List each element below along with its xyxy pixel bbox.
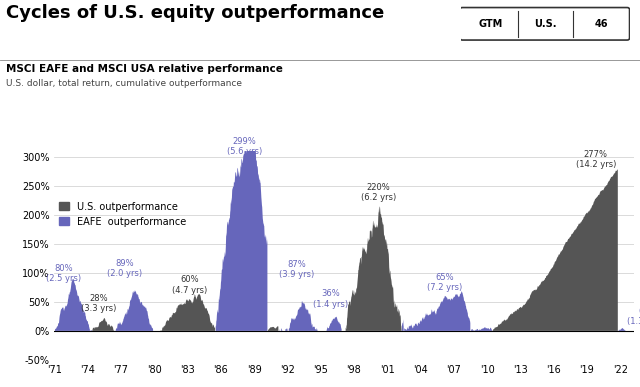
Text: GTM: GTM: [478, 19, 502, 29]
Text: 220%
(6.2 yrs): 220% (6.2 yrs): [361, 183, 396, 202]
Text: 87%
(3.9 yrs): 87% (3.9 yrs): [278, 260, 314, 279]
Text: 46: 46: [595, 19, 608, 29]
Text: 65%
(7.2 yrs): 65% (7.2 yrs): [428, 272, 463, 292]
Text: 80%
(2.5 yrs): 80% (2.5 yrs): [45, 264, 81, 283]
Text: 36%
(1.4 yrs): 36% (1.4 yrs): [313, 289, 348, 309]
Text: U.S.: U.S.: [534, 19, 557, 29]
Text: 89%
(2.0 yrs): 89% (2.0 yrs): [107, 259, 142, 278]
Text: Cycles of U.S. equity outperformance: Cycles of U.S. equity outperformance: [6, 4, 385, 22]
Text: 28%
(3.3 yrs): 28% (3.3 yrs): [81, 294, 116, 313]
Text: 6%
(1.3 yrs): 6% (1.3 yrs): [627, 307, 640, 326]
Legend: U.S. outperformance, EAFE  outperformance: U.S. outperformance, EAFE outperformance: [60, 202, 186, 227]
Text: 299%
(5.6 yrs): 299% (5.6 yrs): [227, 137, 262, 156]
Text: U.S. dollar, total return, cumulative outperformance: U.S. dollar, total return, cumulative ou…: [6, 79, 243, 88]
Text: 277%
(14.2 yrs): 277% (14.2 yrs): [576, 149, 616, 169]
Text: MSCI EAFE and MSCI USA relative performance: MSCI EAFE and MSCI USA relative performa…: [6, 64, 284, 74]
FancyBboxPatch shape: [460, 8, 630, 40]
Text: 60%
(4.7 yrs): 60% (4.7 yrs): [172, 276, 207, 295]
